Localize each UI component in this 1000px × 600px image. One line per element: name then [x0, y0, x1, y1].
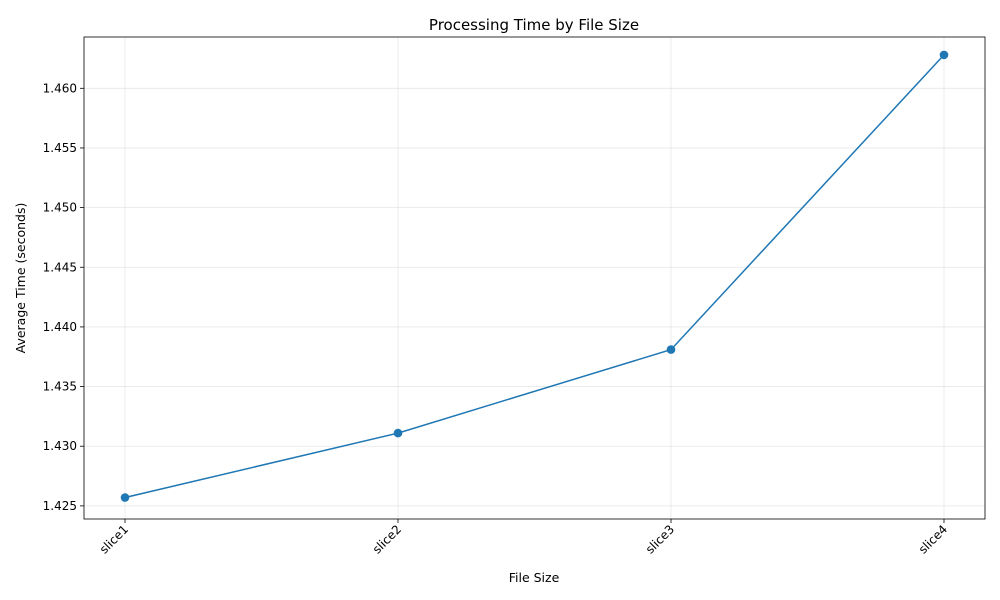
data-point-marker: [120, 493, 130, 502]
series-line: [124, 54, 945, 499]
y-axis-label: Average Time (seconds): [13, 203, 28, 354]
y-tick-label: 1.430: [43, 439, 77, 453]
y-tick-label: 1.440: [43, 320, 77, 334]
grid-lines: [84, 37, 985, 519]
y-tick-label: 1.450: [43, 201, 77, 215]
y-tick-label: 1.455: [43, 141, 77, 155]
data-series: [120, 50, 949, 502]
y-axis-ticks: 1.425 1.430 1.435 1.440 1.445 1.450 1.455 1.460: [43, 81, 84, 513]
data-point-marker: [393, 428, 403, 438]
x-axis-label: File Size: [509, 570, 560, 585]
y-tick-label: 1.435: [43, 380, 77, 394]
y-tick-label: 1.445: [43, 260, 77, 274]
data-point-marker: [666, 345, 676, 354]
plot-area-frame: [83, 36, 986, 520]
chart-title: Processing Time by File Size: [429, 16, 639, 34]
data-point-marker: [939, 50, 949, 60]
y-tick-label: 1.460: [43, 81, 77, 95]
y-tick-label: 1.425: [43, 499, 77, 513]
